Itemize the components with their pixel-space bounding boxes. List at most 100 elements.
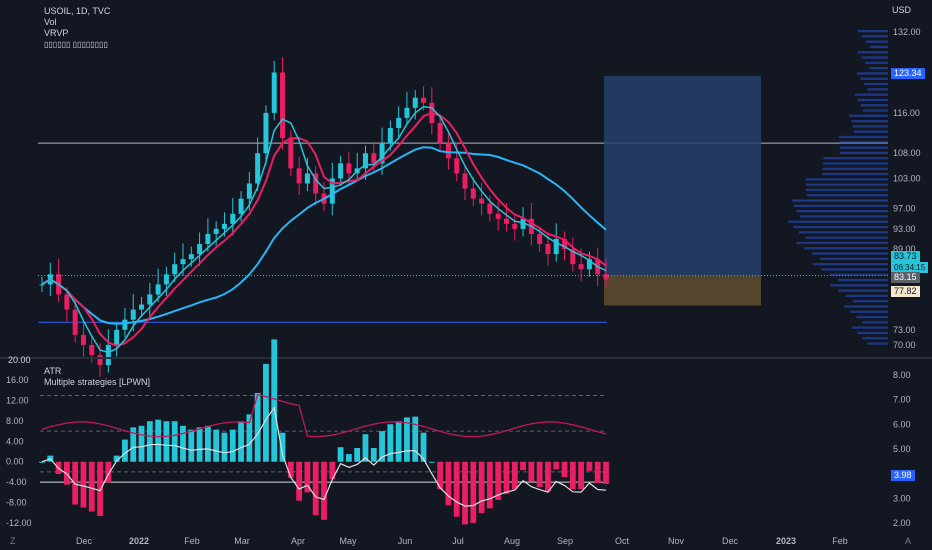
histogram-bar — [462, 461, 468, 525]
volume-profile-bar — [822, 172, 888, 176]
zoom-icon[interactable]: Z — [10, 536, 16, 546]
histogram-bar — [304, 461, 311, 493]
volume-profile-bar — [839, 141, 888, 144]
histogram-bar — [204, 425, 211, 462]
histogram-bar — [486, 461, 493, 509]
candle-body — [296, 168, 302, 184]
histogram-bar — [312, 461, 319, 516]
volume-profile-bar — [862, 321, 888, 324]
candle-body — [188, 254, 194, 260]
volume-profile-bar — [860, 104, 888, 107]
candle-body — [147, 294, 153, 305]
volume-profile-bar — [856, 315, 888, 319]
histogram-bar — [180, 425, 186, 462]
candle-body — [180, 259, 186, 265]
histogram-bar — [238, 421, 244, 462]
candle-body — [230, 213, 236, 224]
atr-tick-label: 5.00 — [893, 444, 911, 454]
volume-profile-bar — [805, 183, 888, 186]
histogram-bar — [445, 461, 452, 506]
histogram-bar — [370, 447, 377, 462]
symbol-legend[interactable]: USOIL, 1D, TVC — [44, 6, 111, 16]
candle-body — [255, 153, 261, 184]
candle-body — [404, 107, 410, 118]
volume-profile-bar — [849, 114, 888, 117]
volume-profile-bar — [862, 337, 888, 340]
volume-profile-bar — [861, 35, 888, 38]
histogram-bar — [146, 421, 153, 462]
histogram-bar — [536, 461, 543, 487]
volume-profile-bar — [821, 268, 888, 271]
fast-moving-average — [41, 111, 607, 347]
candle-body — [487, 203, 493, 214]
volume-profile-bar — [857, 331, 888, 335]
candle-body — [163, 274, 169, 285]
strategy-tick-label: 8.00 — [6, 416, 24, 426]
histogram-bar — [362, 434, 369, 462]
time-axis[interactable]: Dec 2022 Feb Mar Apr May Jun Jul Aug Sep Oct Nov Dec… — [76, 536, 848, 546]
histogram-bar — [412, 416, 419, 462]
volume-profile-bar — [857, 29, 888, 33]
candle-body — [89, 344, 95, 355]
time-tick-label: Aug — [504, 536, 520, 546]
candle-body — [39, 284, 45, 286]
histogram-bar — [188, 429, 195, 462]
histogram-bar — [196, 427, 203, 462]
target-price-badge: 123.34 — [891, 68, 925, 79]
candle-body — [503, 218, 509, 224]
candle-body — [64, 294, 70, 310]
indicator-axis-left[interactable]: 16.00 12.00 8.00 4.00 0.00 -4.00 -8.00 -12.00 — [6, 375, 32, 528]
candle-body — [72, 309, 78, 335]
histogram-bar — [428, 461, 435, 463]
price-pane[interactable] — [0, 29, 932, 377]
time-tick-label: Mar — [234, 536, 250, 546]
atr-tick-label: 3.00 — [893, 493, 911, 503]
histogram-bar — [453, 461, 460, 517]
volume-profile-bar — [788, 220, 888, 223]
indicator-legend[interactable]: ▯▯▯▯▯▯ ▯▯▯▯▯▯▯▯ — [44, 40, 108, 49]
vrvp-legend[interactable]: VRVP — [44, 28, 69, 38]
price-tick-label: 70.00 — [893, 340, 916, 350]
volume-profile-bar — [869, 67, 888, 70]
atr-value-badge: 3.98 — [891, 470, 915, 481]
atr-legend[interactable]: ATR — [44, 366, 62, 376]
histogram-bar — [329, 461, 336, 480]
histogram-bar — [528, 461, 535, 482]
candle-body — [263, 112, 269, 154]
volume-profile-bar — [804, 247, 888, 250]
candle-body — [578, 264, 584, 270]
volume-profile-bar — [820, 257, 888, 260]
volume-profile-bar — [851, 326, 888, 329]
volume-profile-bar — [805, 236, 888, 239]
indicator-pane[interactable] — [39, 339, 609, 525]
candle-body — [130, 309, 136, 320]
histogram-bar — [603, 461, 609, 484]
vol-legend[interactable]: Vol — [44, 17, 57, 27]
time-tick-label: Apr — [291, 536, 305, 546]
atr-tick-label: 8.00 — [893, 370, 911, 380]
time-tick-label: Dec — [722, 536, 739, 546]
histogram-bar — [395, 421, 402, 462]
volume-profile-bar — [851, 119, 888, 123]
candle-body — [122, 319, 128, 330]
volume-profile-bar — [796, 241, 888, 245]
candle-body — [603, 274, 609, 280]
volume-profile-bar — [822, 167, 888, 170]
volume-profile-bar — [864, 82, 888, 86]
volume-profile-bar — [799, 231, 888, 234]
candle-body — [139, 304, 145, 310]
volume-profile-bar — [856, 72, 888, 75]
target-zone — [604, 75, 761, 276]
candle-body — [329, 178, 335, 204]
strategy-tick-label: -4.00 — [6, 477, 27, 487]
auto-scale-icon[interactable]: A — [905, 536, 912, 546]
candle-body — [280, 72, 286, 139]
strategy-tick-label: 4.00 — [6, 436, 24, 446]
volume-profile-bar — [830, 284, 888, 287]
histogram-bar — [113, 455, 120, 462]
strategy-legend[interactable]: Multiple strategies [LPWN] — [44, 377, 151, 387]
histogram-bar — [163, 421, 170, 462]
histogram-bar — [520, 461, 526, 471]
candle-body — [462, 173, 468, 189]
